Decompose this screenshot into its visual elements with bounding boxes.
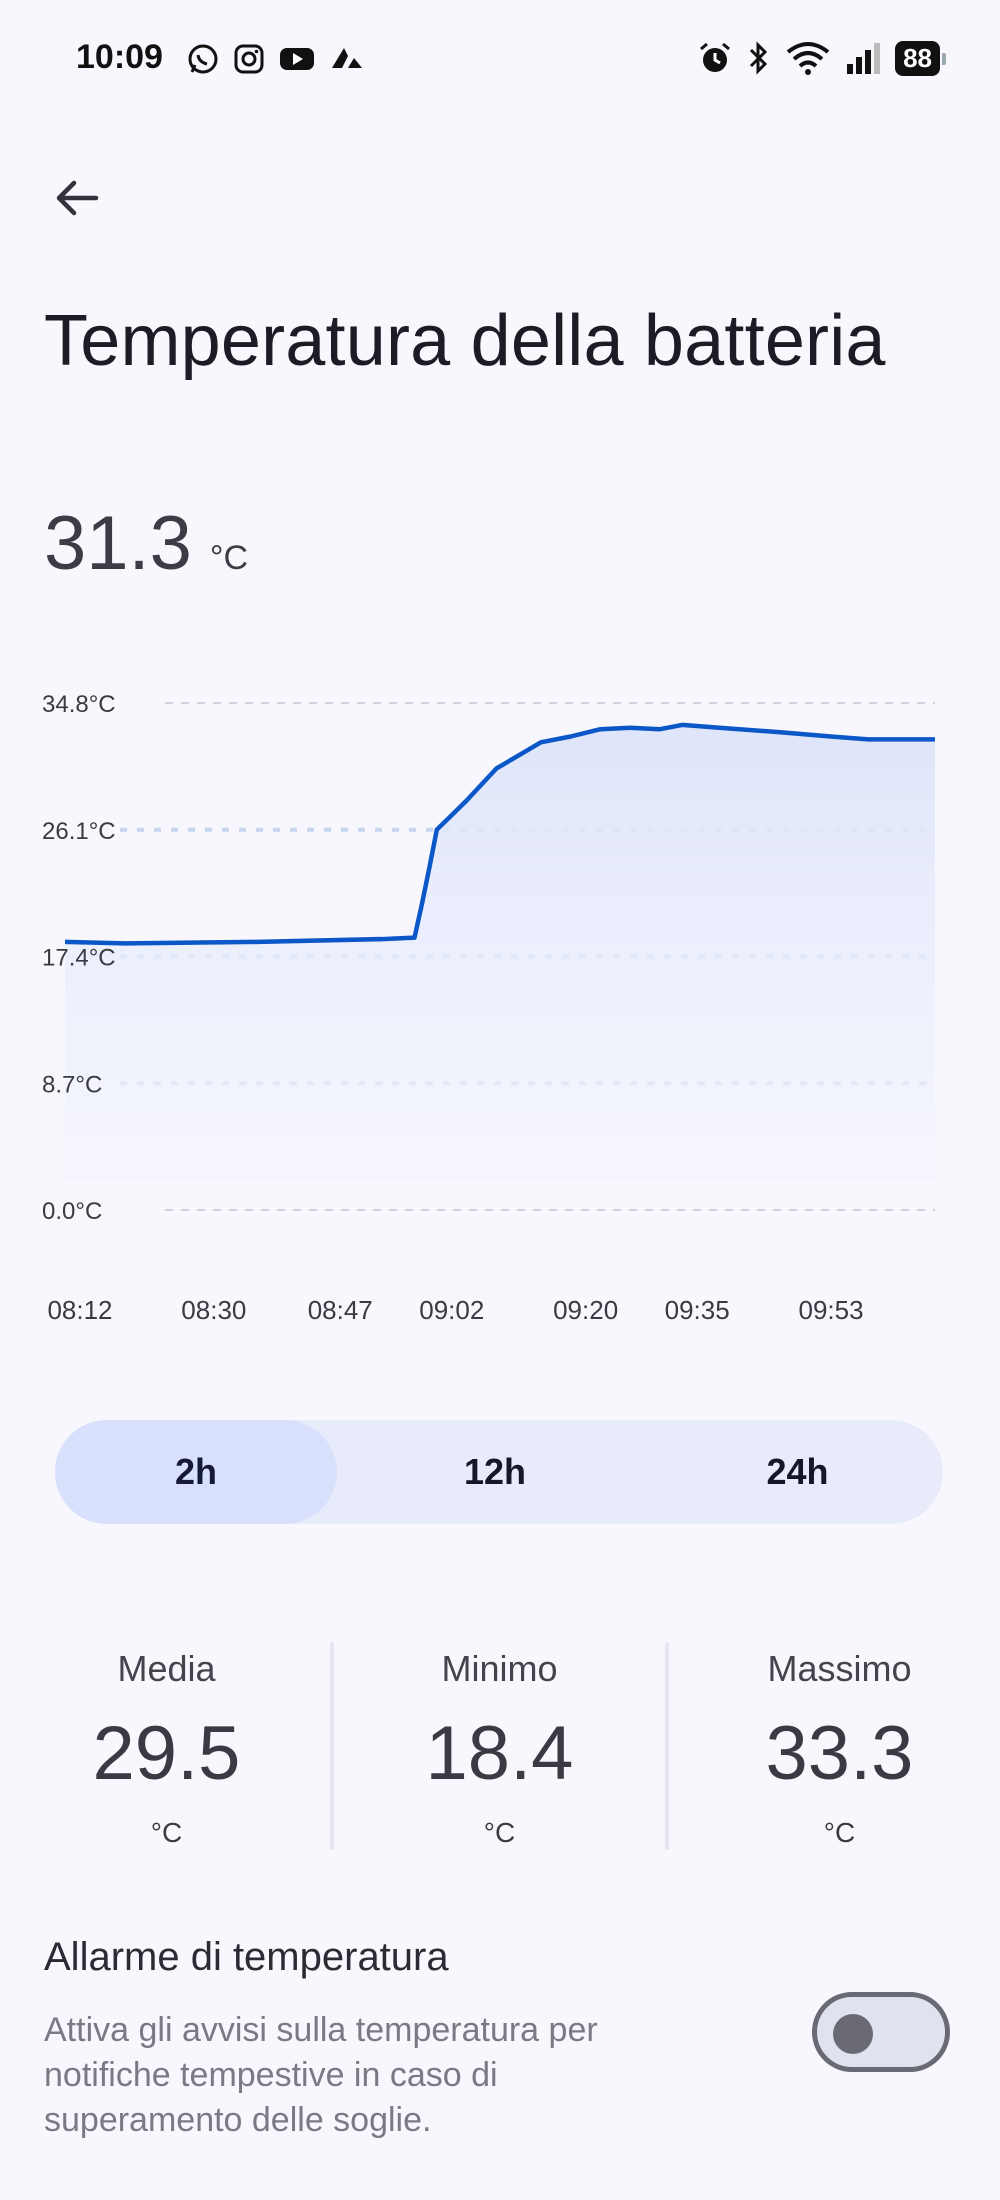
status-app-icons xyxy=(186,42,366,76)
bluetooth-icon xyxy=(750,41,768,75)
chart-y-tick-label: 26.1°C xyxy=(42,818,116,845)
range-option-24h[interactable]: 24h xyxy=(766,1451,829,1492)
current-temperature-unit: °C xyxy=(209,539,249,577)
stat-average: Media 29.5 °C xyxy=(0,1640,333,1849)
wifi-icon xyxy=(786,42,830,75)
range-option-2h[interactable]: 2h xyxy=(55,1420,337,1524)
app-icon xyxy=(332,48,362,68)
status-bar: 10:09 xyxy=(0,0,1000,120)
current-temperature: 31.3 °C xyxy=(44,500,248,587)
chart-x-tick-label: 08:30 xyxy=(181,1295,246,1325)
chart-x-tick-label: 09:35 xyxy=(665,1295,730,1325)
chart-x-tick-label: 09:53 xyxy=(798,1295,863,1325)
stat-maximum-label: Massimo xyxy=(767,1648,912,1689)
status-time: 10:09 xyxy=(76,38,163,76)
arrow-left-icon xyxy=(56,180,99,216)
temperature-chart: 34.8°C 26.1°C 17.4°C 8.7°C 0.0°C 08:12 08:30 0… xyxy=(42,691,935,1325)
stat-average-value: 29.5 xyxy=(92,1711,241,1796)
chart-x-tick-label: 08:12 xyxy=(47,1295,112,1325)
back-button[interactable] xyxy=(50,170,106,226)
instagram-icon xyxy=(234,44,264,74)
stats-divider xyxy=(330,1642,334,1850)
chart-series-line xyxy=(64,722,935,946)
chart-y-tick-label: 0.0°C xyxy=(42,1198,102,1225)
chart-x-tick-label: 09:20 xyxy=(553,1295,618,1325)
status-system-icons: 88 xyxy=(697,40,946,76)
stats-divider xyxy=(665,1642,669,1850)
stat-minimum-value: 18.4 xyxy=(425,1711,574,1796)
chart-y-tick-label: 8.7°C xyxy=(42,1071,102,1098)
alarm-toggle[interactable] xyxy=(812,1992,950,2072)
range-selector: 2h 12h 24h xyxy=(55,1420,943,1524)
chart-x-tick-label: 08:47 xyxy=(308,1295,373,1325)
stat-minimum: Minimo 18.4 °C xyxy=(333,1640,666,1849)
temperature-stats: Media 29.5 °C Minimo 18.4 °C Massimo 33.… xyxy=(0,1640,1000,1850)
current-temperature-value: 31.3 xyxy=(44,501,192,586)
alarm-toggle-knob xyxy=(833,2014,873,2054)
stat-maximum-unit: °C xyxy=(823,1817,856,1848)
stat-average-unit: °C xyxy=(150,1817,183,1848)
chart-x-tick-label: 09:02 xyxy=(419,1295,484,1325)
alarm-description: Attiva gli avvisi sulla temperatura per … xyxy=(44,2011,598,2139)
stat-maximum-value: 33.3 xyxy=(765,1711,914,1796)
alarm-title: Allarme di temperatura xyxy=(44,1935,449,1979)
stat-maximum: Massimo 33.3 °C xyxy=(673,1640,1000,1849)
whatsapp-icon xyxy=(188,44,218,74)
chart-y-tick-label: 34.8°C xyxy=(42,691,116,718)
chart-y-tick-label: 17.4°C xyxy=(42,945,116,972)
battery-indicator: 88 xyxy=(895,40,946,76)
stat-average-label: Media xyxy=(117,1648,216,1689)
range-option-12h[interactable]: 12h xyxy=(463,1451,527,1492)
stat-minimum-label: Minimo xyxy=(441,1648,558,1689)
youtube-icon xyxy=(280,48,314,70)
alarm-icon xyxy=(700,42,731,72)
chart-area xyxy=(65,724,935,1180)
stat-minimum-unit: °C xyxy=(483,1817,516,1848)
page-title: Temperatura della batteria xyxy=(44,301,886,381)
signal-icon xyxy=(847,43,881,74)
